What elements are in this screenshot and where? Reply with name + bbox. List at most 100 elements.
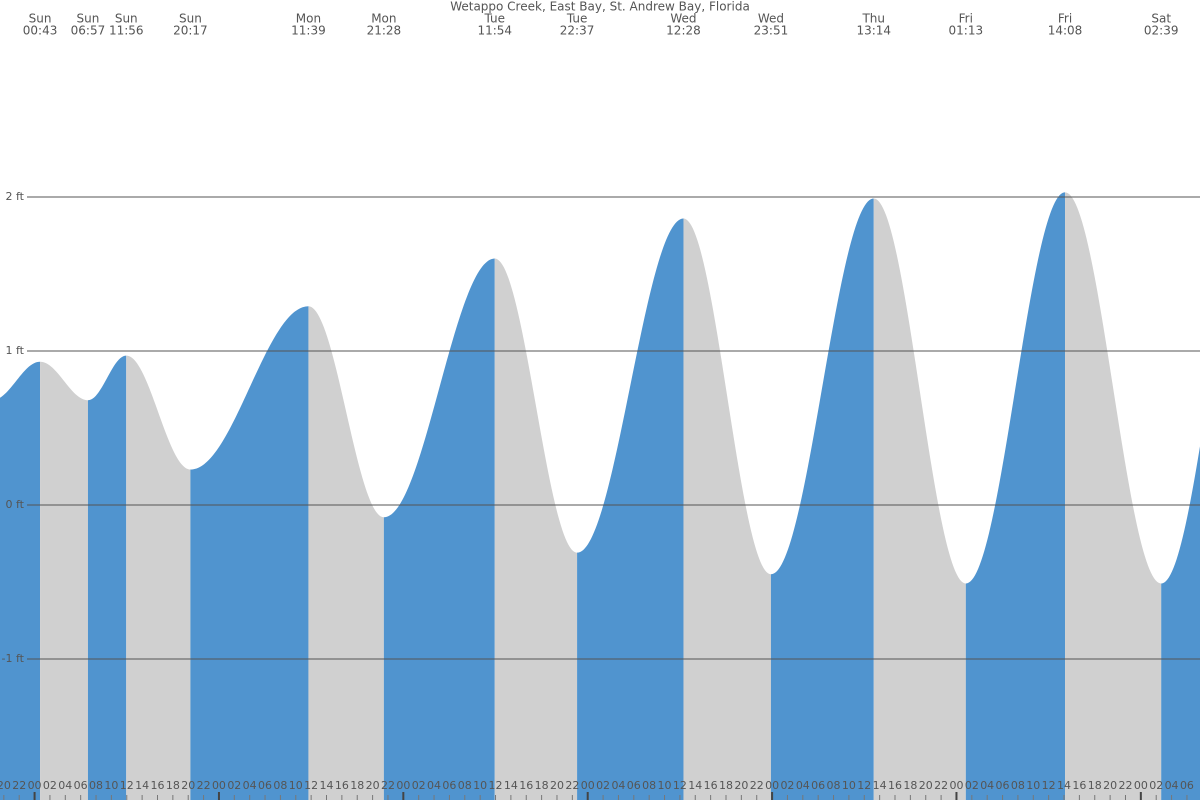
extreme-day: Tue xyxy=(484,12,506,26)
x-tick-label: 14 xyxy=(1057,779,1071,792)
x-tick-label: 04 xyxy=(243,779,257,792)
tide-area xyxy=(126,355,191,800)
x-tick-label: 06 xyxy=(258,779,272,792)
extreme-day: Fri xyxy=(959,12,973,26)
x-tick-label: 04 xyxy=(796,779,810,792)
extreme-time: 00:43 xyxy=(23,24,58,38)
x-tick-label: 22 xyxy=(1118,779,1132,792)
extreme-time: 22:37 xyxy=(560,24,595,38)
tide-area xyxy=(1065,192,1162,800)
x-tick-label: 22 xyxy=(197,779,211,792)
x-tick-label: 16 xyxy=(335,779,349,792)
x-tick-label: 14 xyxy=(320,779,334,792)
tide-area xyxy=(87,355,127,800)
x-tick-label: 20 xyxy=(0,779,11,792)
x-tick-label: 12 xyxy=(304,779,318,792)
x-tick-label: 04 xyxy=(427,779,441,792)
tide-area xyxy=(577,218,684,800)
x-tick-label: 00 xyxy=(949,779,963,792)
extreme-time: 12:28 xyxy=(666,24,701,38)
x-tick-label: 22 xyxy=(565,779,579,792)
x-tick-label: 00 xyxy=(765,779,779,792)
extreme-day: Wed xyxy=(670,12,696,26)
x-tick-label: 20 xyxy=(181,779,195,792)
x-tick-label: 08 xyxy=(273,779,287,792)
x-tick-label: 14 xyxy=(135,779,149,792)
extreme-time: 11:56 xyxy=(109,24,144,38)
tide-area xyxy=(494,258,578,800)
y-tick-label: 1 ft xyxy=(6,344,25,357)
extreme-time: 13:14 xyxy=(856,24,891,38)
extreme-time: 11:39 xyxy=(291,24,326,38)
x-tick-label: 02 xyxy=(1149,779,1163,792)
x-tick-label: 06 xyxy=(442,779,456,792)
x-tick-label: 22 xyxy=(750,779,764,792)
x-tick-label: 06 xyxy=(627,779,641,792)
tide-area xyxy=(190,306,309,800)
tide-area xyxy=(965,192,1066,800)
extreme-time: 20:17 xyxy=(173,24,208,38)
x-tick-label: 14 xyxy=(873,779,887,792)
x-tick-label: 08 xyxy=(89,779,103,792)
x-tick-label: 16 xyxy=(519,779,533,792)
extreme-time: 11:54 xyxy=(477,24,512,38)
extreme-time: 06:57 xyxy=(71,24,106,38)
tide-area xyxy=(1161,446,1200,800)
x-tick-label: 00 xyxy=(212,779,226,792)
x-tick-label: 22 xyxy=(12,779,26,792)
x-tick-label: 00 xyxy=(1134,779,1148,792)
x-tick-label: 18 xyxy=(350,779,364,792)
x-tick-label: 10 xyxy=(1026,779,1040,792)
x-tick-label: 04 xyxy=(1165,779,1179,792)
extreme-day: Sat xyxy=(1151,12,1171,26)
tide-area xyxy=(40,361,88,800)
x-tick-label: 12 xyxy=(489,779,503,792)
x-tick-label: 02 xyxy=(43,779,57,792)
x-tick-label: 16 xyxy=(1072,779,1086,792)
x-tick-label: 08 xyxy=(458,779,472,792)
extreme-day: Tue xyxy=(566,12,588,26)
x-tick-label: 18 xyxy=(719,779,733,792)
extreme-day: Mon xyxy=(296,12,321,26)
x-tick-label: 02 xyxy=(227,779,241,792)
x-tick-label: 12 xyxy=(857,779,871,792)
x-tick-label: 10 xyxy=(473,779,487,792)
extreme-day: Wed xyxy=(758,12,784,26)
tide-area xyxy=(770,198,874,800)
x-tick-label: 06 xyxy=(74,779,88,792)
y-tick-label: -1 ft xyxy=(2,652,25,665)
extreme-time: 23:51 xyxy=(754,24,789,38)
x-tick-label: 12 xyxy=(673,779,687,792)
x-tick-label: 20 xyxy=(366,779,380,792)
x-tick-label: 10 xyxy=(104,779,118,792)
x-tick-label: 20 xyxy=(550,779,564,792)
x-tick-label: 00 xyxy=(581,779,595,792)
x-tick-label: 04 xyxy=(611,779,625,792)
y-tick-label: 2 ft xyxy=(6,190,25,203)
x-tick-label: 00 xyxy=(28,779,42,792)
x-tick-label: 10 xyxy=(842,779,856,792)
x-tick-label: 12 xyxy=(120,779,134,792)
x-tick-label: 00 xyxy=(396,779,410,792)
grid xyxy=(3,196,1200,800)
x-tick-label: 04 xyxy=(980,779,994,792)
x-tick-label: 18 xyxy=(166,779,180,792)
x-tick-label: 08 xyxy=(642,779,656,792)
x-tick-label: 04 xyxy=(58,779,72,792)
x-tick-label: 14 xyxy=(504,779,518,792)
extreme-time: 21:28 xyxy=(367,24,402,38)
extreme-time: 01:13 xyxy=(949,24,984,38)
extreme-day: Sun xyxy=(29,12,52,26)
tide-area xyxy=(0,361,41,800)
extreme-day: Sun xyxy=(77,12,100,26)
extreme-day: Sun xyxy=(115,12,138,26)
x-tick-label: 20 xyxy=(1103,779,1117,792)
x-tick-label: 12 xyxy=(1042,779,1056,792)
extreme-day: Sun xyxy=(179,12,202,26)
x-tick-label: 20 xyxy=(919,779,933,792)
x-tick-label: 06 xyxy=(996,779,1010,792)
y-tick-label: 0 ft xyxy=(6,498,25,511)
tide-area xyxy=(383,258,495,800)
x-tick-label: 20 xyxy=(734,779,748,792)
